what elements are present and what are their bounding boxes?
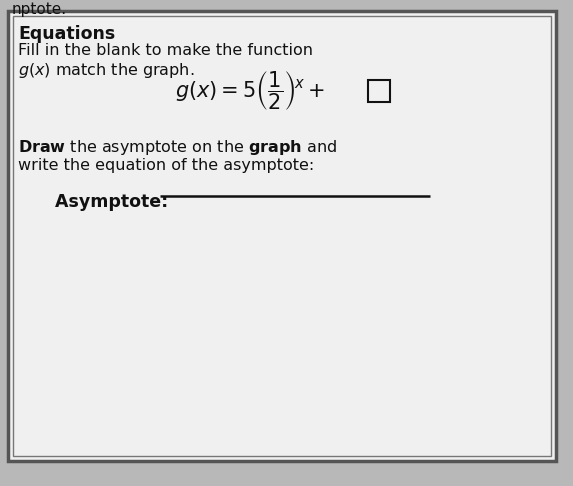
Text: $g(x) = 5\left(\dfrac{1}{2}\right)^{\!x} +$: $g(x) = 5\left(\dfrac{1}{2}\right)^{\!x}… <box>175 69 325 112</box>
Text: write the equation of the asymptote:: write the equation of the asymptote: <box>18 158 314 173</box>
Text: $g(x)$ match the graph.: $g(x)$ match the graph. <box>18 61 194 80</box>
Text: Fill in the blank to make the function: Fill in the blank to make the function <box>18 43 313 58</box>
Text: Asymptote:: Asymptote: <box>55 193 174 211</box>
FancyBboxPatch shape <box>8 11 556 461</box>
Text: $\mathbf{Draw}$ the asymptote on the $\mathbf{graph}$ and: $\mathbf{Draw}$ the asymptote on the $\m… <box>18 138 337 157</box>
Text: Equations: Equations <box>18 25 115 43</box>
Bar <box>368 80 390 102</box>
Text: nptote.: nptote. <box>12 2 67 17</box>
